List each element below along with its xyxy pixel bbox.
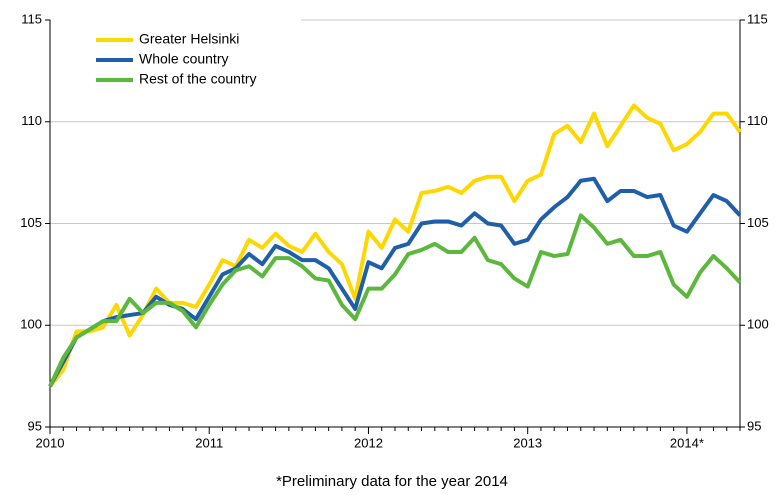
series-line bbox=[48, 103, 742, 388]
x-tick-label: 2010 bbox=[36, 435, 65, 450]
series-line bbox=[48, 176, 742, 388]
y2-tick-label: 110 bbox=[747, 113, 768, 128]
legend-label: Greater Helsinki bbox=[139, 31, 239, 47]
y-tick-label: 95 bbox=[28, 418, 42, 433]
legend-box bbox=[51, 12, 301, 102]
y2-tick-label: 100 bbox=[747, 317, 769, 332]
y-tick-label: 110 bbox=[21, 113, 42, 128]
x-tick-label: 2012 bbox=[354, 435, 383, 450]
legend-label: Whole country bbox=[139, 51, 228, 67]
y-tick-label: 115 bbox=[21, 11, 42, 26]
x-tick-label: 2014* bbox=[670, 435, 704, 450]
y-tick-label: 105 bbox=[20, 215, 42, 230]
series-line bbox=[48, 213, 742, 388]
y-tick-label: 100 bbox=[20, 317, 42, 332]
x-tick-label: 2011 bbox=[195, 435, 223, 450]
y2-tick-label: 115 bbox=[747, 11, 768, 26]
legend-label: Rest of the country bbox=[139, 71, 257, 87]
x-tick-label: 2013 bbox=[513, 435, 542, 450]
y2-tick-label: 95 bbox=[747, 418, 761, 433]
y2-tick-label: 105 bbox=[747, 215, 769, 230]
footnote: *Preliminary data for the year 2014 bbox=[276, 473, 508, 490]
